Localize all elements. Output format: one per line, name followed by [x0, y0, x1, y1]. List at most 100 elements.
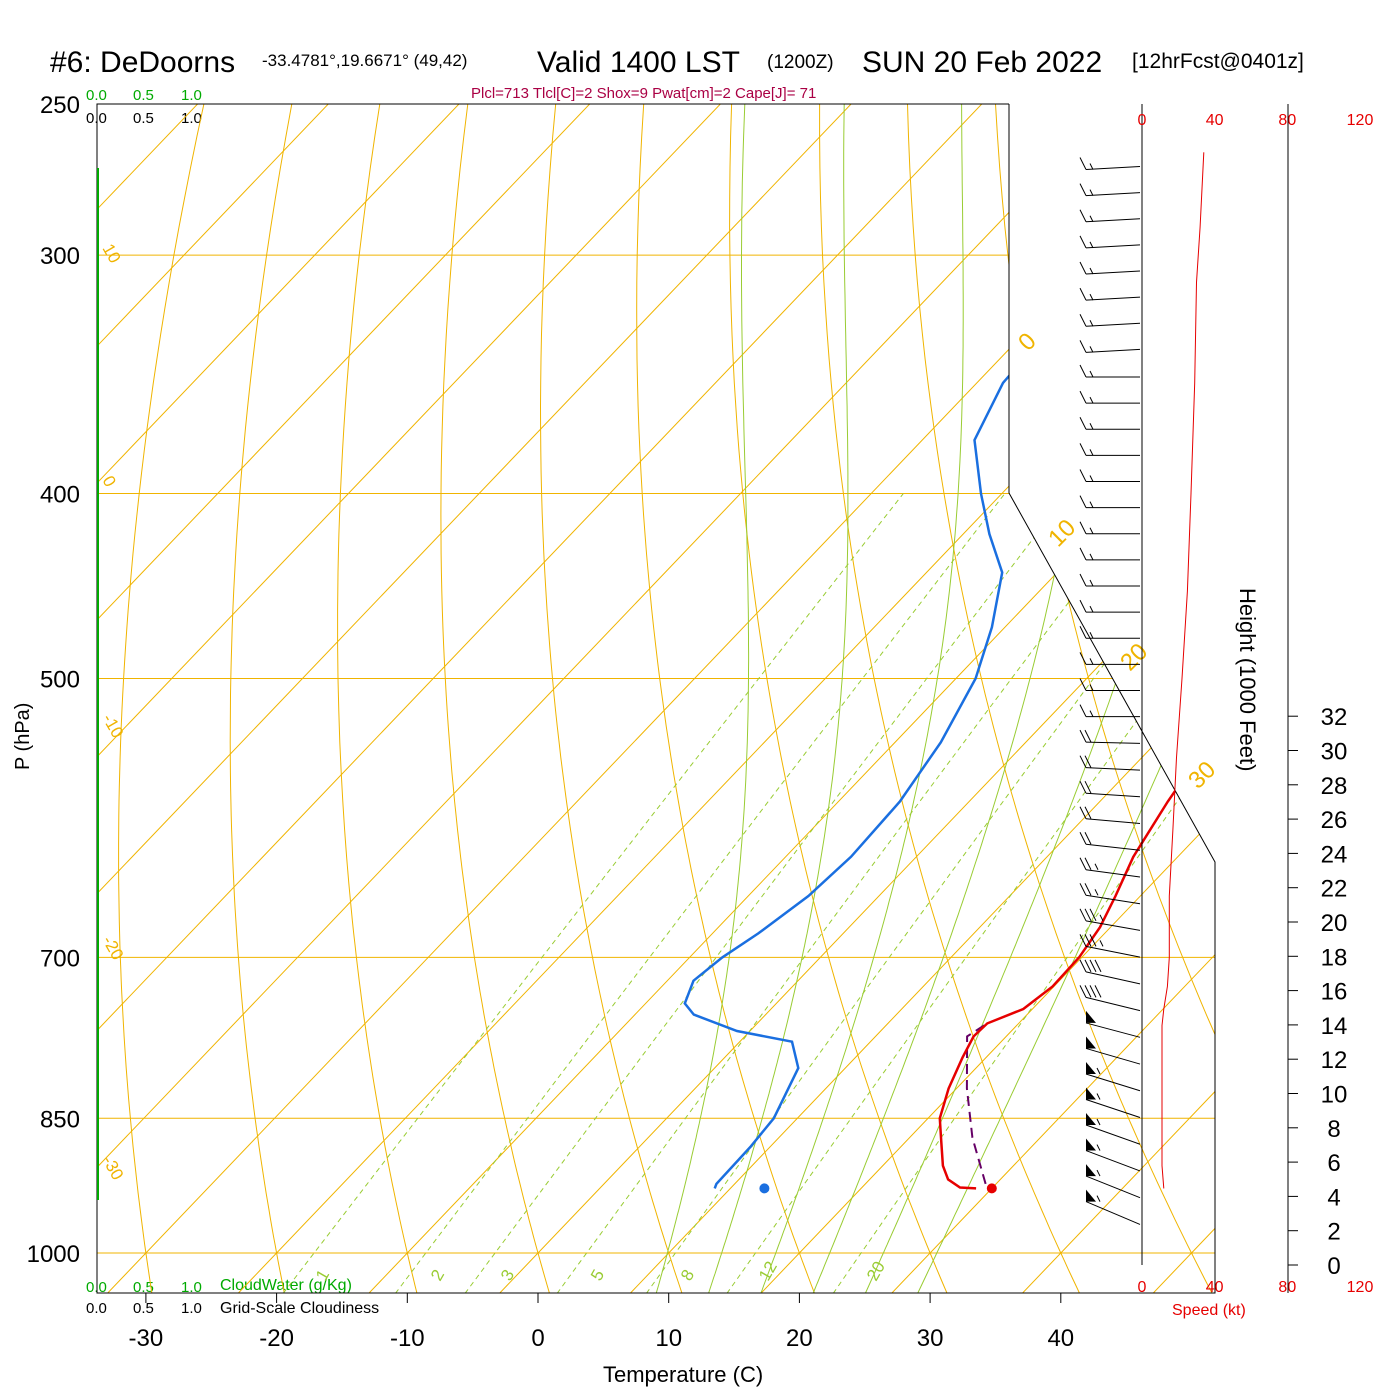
speed-tick-bottom: 40: [1206, 1279, 1224, 1296]
wind-barb-full: [1079, 443, 1087, 456]
cloudiness-tick: 1.0: [181, 1300, 202, 1317]
dry-adiabat: [1336, 35, 1400, 1332]
wind-barb-half: [1089, 189, 1094, 196]
wind-barb-half: [1089, 605, 1094, 613]
speed-tick-bottom: 80: [1278, 1279, 1296, 1296]
wind-barb-shaft: [1085, 1073, 1141, 1092]
wind-barb: [1079, 364, 1140, 378]
speed-tick-bottom: 120: [1347, 1279, 1374, 1296]
isotherm: [592, 104, 1215, 1293]
wind-barb-full: [1084, 755, 1092, 768]
wind-barb-shaft: [1085, 296, 1141, 301]
dry-adiabat-label: 10: [99, 241, 125, 267]
mixing-ratio-line: [395, 493, 1006, 1293]
height-tick-label: 14: [1321, 1013, 1348, 1040]
wind-barb-half: [1089, 579, 1094, 587]
cloudwater-tick: 1.0: [181, 1279, 202, 1296]
wind-barb: [1079, 704, 1140, 718]
wind-barb: [1079, 652, 1140, 665]
isotherm: [200, 104, 1215, 1293]
wind-barb: [1079, 959, 1141, 985]
wind-barb-shaft: [1085, 818, 1141, 825]
wind-barb-half: [1089, 423, 1094, 430]
wind-barb-half: [1089, 658, 1094, 665]
wind-barb-half: [1089, 475, 1094, 482]
wind-barb-full: [1079, 678, 1087, 691]
background-lines: [97, 35, 1400, 1332]
wind-barb-flag: [1086, 1164, 1096, 1177]
height-tick-label: 18: [1321, 944, 1348, 971]
wind-barb-full: [1079, 183, 1087, 196]
wind-barb-full: [1089, 959, 1097, 973]
temperature-axis: -30 -20 -10 0 10 20 30 40: [129, 1293, 1074, 1352]
wind-barb-half: [1089, 501, 1094, 508]
isotherm: [97, 104, 1215, 1293]
wind-barb-full: [1079, 261, 1087, 275]
cloudiness-tick: 1.0: [181, 110, 202, 127]
wind-barb-half: [1089, 553, 1094, 561]
isotherm: [97, 104, 1049, 1293]
wind-barb-shaft: [1085, 945, 1141, 958]
isotherm-label: 30: [1183, 756, 1221, 794]
dry-adiabat: [118, 104, 220, 1293]
height-tick-label: 16: [1321, 979, 1348, 1006]
height-tick-label: 12: [1321, 1047, 1348, 1074]
wind-barb-shaft: [1085, 869, 1141, 878]
wind-barb-full: [1079, 883, 1087, 896]
wind-barb-full: [1084, 908, 1092, 922]
wind-barb-full: [1079, 857, 1087, 870]
dry-adiabat: [992, 104, 1215, 1293]
isotherm: [854, 104, 1215, 1293]
wind-barb-half: [1089, 215, 1094, 222]
wind-barb: [1079, 417, 1140, 430]
wind-barbs: [1079, 157, 1141, 1225]
wind-barb-shaft: [1085, 1047, 1141, 1065]
wind-barb-full: [1084, 857, 1092, 870]
cloudiness-legend-label: Grid-Scale Cloudiness: [220, 1300, 379, 1317]
wind-barb: [1079, 314, 1141, 327]
wind-barb-shaft: [1085, 767, 1141, 771]
wind-barb: [1079, 261, 1141, 275]
pressure-axis: 250 300 400 500 700 850 1000: [27, 92, 80, 1268]
moist-adiabat: [760, 104, 964, 1293]
isotherm-label: 20: [1115, 638, 1153, 676]
pressure-tick-label: 300: [40, 243, 80, 270]
dry-adiabat: [906, 104, 1215, 1293]
wind-barb-flag: [1086, 1189, 1096, 1202]
wind-barb-half: [1089, 396, 1094, 404]
dry-adiabat-label: -30: [99, 1153, 128, 1184]
temperature-tick-label: 20: [786, 1325, 813, 1352]
isotherm: [331, 104, 1215, 1293]
isotherm: [97, 104, 787, 1293]
temperature-line: [938, 152, 1215, 1190]
wind-barb-full: [1089, 934, 1097, 947]
wind-barb-full: [1079, 157, 1087, 170]
wind-barb-full: [1079, 985, 1087, 998]
pressure-tick-label: 250: [40, 92, 80, 119]
temperature-tick-label: 0: [531, 1325, 544, 1352]
wind-barb-half: [1089, 370, 1094, 378]
wind-speed-panel: 0 40 80 1200 40 80 120: [1138, 104, 1374, 1296]
isotherm-label: 0: [1013, 328, 1042, 357]
height-tick-label: 30: [1321, 739, 1348, 766]
wind-barb-shaft: [1085, 166, 1141, 170]
wind-barb: [1085, 1010, 1141, 1038]
moist-adiabat: [917, 104, 1215, 1293]
wind-barb-half: [1089, 267, 1094, 275]
speed-tick-top: 0: [1138, 112, 1147, 129]
height-tick-label: 6: [1327, 1150, 1340, 1177]
height-tick-label: 22: [1321, 876, 1348, 903]
wind-barb: [1085, 1113, 1141, 1145]
wind-barb-shaft: [1085, 192, 1141, 197]
wind-barb: [1079, 883, 1141, 905]
valid-date: SUN 20 Feb 2022: [862, 46, 1102, 79]
wind-barb-full: [1079, 235, 1087, 249]
mixing-ratio-label: 12: [755, 1258, 781, 1284]
wind-barb-full: [1084, 806, 1092, 819]
wind-barb-flag: [1086, 1061, 1096, 1074]
wind-barb: [1079, 626, 1140, 639]
plot-frame: [96, 103, 1216, 1294]
wind-barb-shaft: [1085, 894, 1141, 905]
wind-barb-full: [1079, 390, 1087, 404]
